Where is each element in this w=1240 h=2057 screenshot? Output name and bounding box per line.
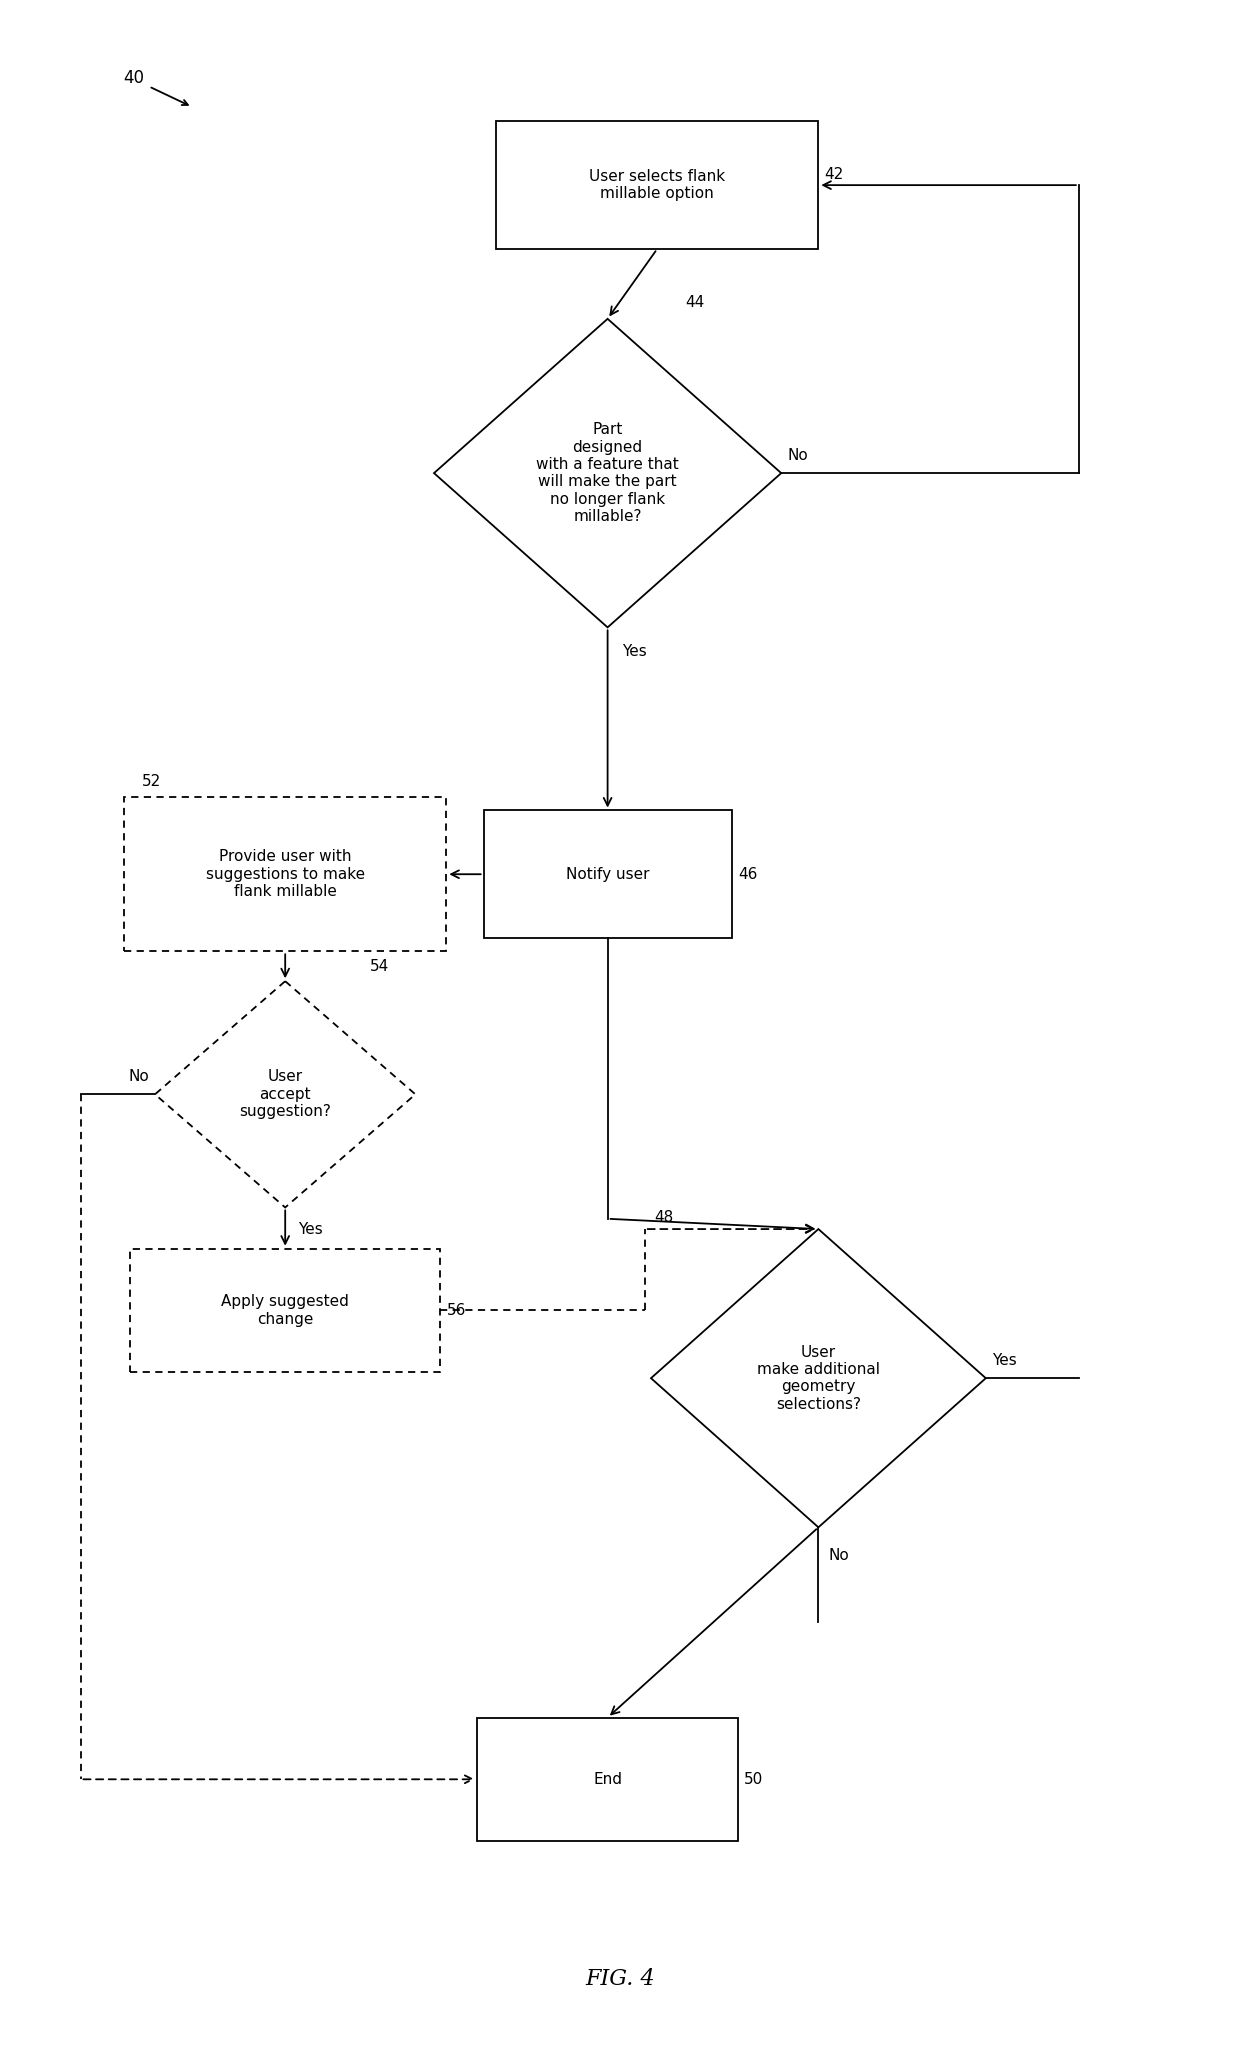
Text: Yes: Yes: [622, 644, 647, 658]
Text: FIG. 4: FIG. 4: [585, 1969, 655, 1989]
Text: Provide user with
suggestions to make
flank millable: Provide user with suggestions to make fl…: [206, 850, 365, 899]
Text: Yes: Yes: [298, 1222, 322, 1236]
FancyBboxPatch shape: [477, 1718, 738, 1841]
Text: End: End: [593, 1771, 622, 1788]
Polygon shape: [651, 1230, 986, 1526]
FancyBboxPatch shape: [484, 810, 732, 938]
Text: User
accept
suggestion?: User accept suggestion?: [239, 1070, 331, 1119]
Text: Apply suggested
change: Apply suggested change: [221, 1294, 350, 1327]
Text: 48: 48: [655, 1210, 675, 1226]
Text: Yes: Yes: [992, 1354, 1017, 1368]
Polygon shape: [434, 319, 781, 627]
Text: No: No: [828, 1547, 849, 1563]
Text: 46: 46: [738, 866, 758, 882]
Text: Notify user: Notify user: [565, 866, 650, 882]
FancyBboxPatch shape: [130, 1249, 440, 1372]
Text: 52: 52: [141, 773, 161, 790]
Text: 44: 44: [686, 294, 706, 311]
Text: No: No: [787, 448, 808, 463]
Text: 54: 54: [370, 959, 389, 975]
Text: User
make additional
geometry
selections?: User make additional geometry selections…: [756, 1345, 880, 1411]
Text: 42: 42: [825, 167, 844, 183]
Text: 40: 40: [124, 70, 144, 86]
FancyBboxPatch shape: [496, 121, 818, 249]
Text: No: No: [128, 1070, 149, 1084]
FancyBboxPatch shape: [124, 798, 446, 950]
Text: Part
designed
with a feature that
will make the part
no longer flank
millable?: Part designed with a feature that will m…: [536, 422, 680, 525]
Polygon shape: [155, 981, 415, 1207]
Text: 56: 56: [446, 1302, 466, 1319]
Text: User selects flank
millable option: User selects flank millable option: [589, 169, 725, 202]
Text: 50: 50: [744, 1771, 764, 1788]
